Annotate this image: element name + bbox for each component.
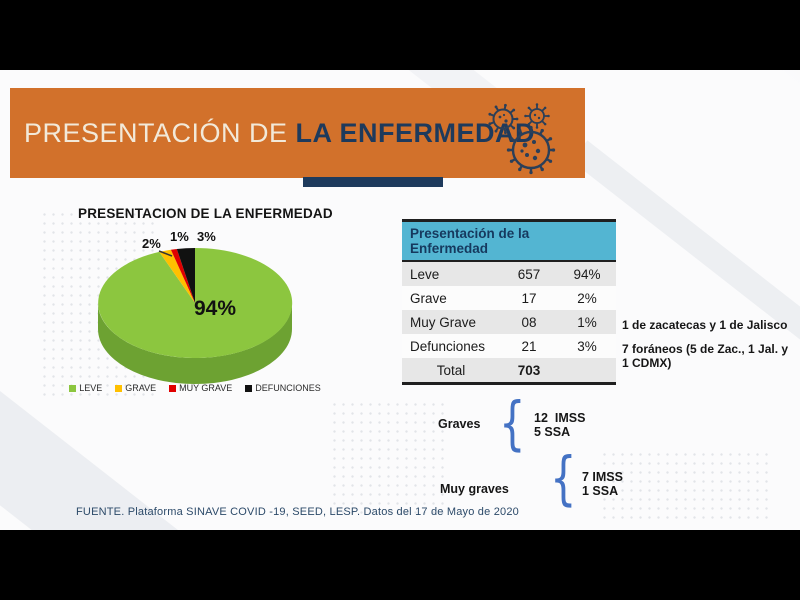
pie-chart xyxy=(85,222,305,390)
page-title-light: PRESENTACIÓN DE xyxy=(24,117,296,148)
legend-swatch-icon xyxy=(169,384,177,392)
title-underline-bar xyxy=(303,177,443,187)
title-banner: PRESENTACIÓN DE LA ENFERMEDAD xyxy=(10,88,585,178)
legend-item: DEFUNCIONES xyxy=(245,383,321,393)
table-body: Leve 657 94% Grave 17 2% Muy Grave 08 1% Defuncio… xyxy=(402,262,616,358)
total-value: 703 xyxy=(517,362,541,378)
legend-item: GRAVE xyxy=(115,383,156,393)
pie-chart-svg xyxy=(98,247,293,384)
table-cell: Leve xyxy=(410,266,440,282)
legend-item: LEVE xyxy=(69,383,102,393)
background-dot-pattern xyxy=(600,450,770,525)
background-dot-pattern xyxy=(330,400,450,520)
muy-graves-brace: { xyxy=(550,444,577,512)
table-row: Leve 657 94% xyxy=(402,262,616,286)
legend-swatch-icon xyxy=(245,384,253,392)
pie-legend: LEVE GRAVE MUY GRAVE DEFUNCIONES xyxy=(69,383,321,393)
table-cell: Grave xyxy=(410,290,447,306)
muy-graves-line-imss: 7 IMSS xyxy=(582,470,623,484)
table-cell: 17 xyxy=(521,290,537,306)
note-foraneos: 7 foráneos (5 de Zac., 1 Jal. y 1 CDMX) xyxy=(622,342,789,370)
table-total-row: Total 703 xyxy=(402,358,616,382)
table-cell: 08 xyxy=(521,314,537,330)
table-row: Grave 17 2% xyxy=(402,286,616,310)
legend-label: MUY GRAVE xyxy=(179,383,233,393)
graves-line-ssa: 5 SSA xyxy=(534,425,571,439)
table-cell: 21 xyxy=(521,338,537,354)
pie-label-grave: 2% xyxy=(142,236,161,251)
pie-label-leve: 94% xyxy=(194,297,237,320)
muy-graves-label: Muy graves xyxy=(440,482,509,496)
pie-chart-title: PRESENTACION DE LA ENFERMEDAD xyxy=(78,206,333,221)
legend-label: DEFUNCIONES xyxy=(255,383,321,393)
muy-graves-line-ssa: 1 SSA xyxy=(582,484,619,498)
table-row: Muy Grave 08 1% xyxy=(402,310,616,334)
table-cell: Muy Grave xyxy=(410,314,477,330)
table-cell: 3% xyxy=(577,338,597,354)
legend-label: LEVE xyxy=(79,383,103,393)
coronavirus-icon xyxy=(488,103,556,175)
table-cell: Defunciones xyxy=(410,338,486,354)
graves-brace: { xyxy=(499,389,526,457)
table-cell: 2% xyxy=(577,290,597,306)
legend-item: MUY GRAVE xyxy=(169,383,232,393)
data-table: Presentación de la Enfermedad Leve 657 94%… xyxy=(402,219,616,385)
slide-canvas: PRESENTACIÓN DE LA ENFERMEDAD PRESENTACI… xyxy=(0,70,800,530)
table-row: Defunciones 21 3% xyxy=(402,334,616,358)
table-cell: 1% xyxy=(577,314,597,330)
page-title: PRESENTACIÓN DE LA ENFERMEDAD xyxy=(24,118,535,149)
table-cell: 94% xyxy=(573,266,601,282)
table-cell: 657 xyxy=(517,266,541,282)
pie-label-defunciones: 3% xyxy=(197,229,216,244)
graves-line-imss: 12 IMSS xyxy=(534,411,586,425)
note-defunciones-origin: 1 de zacatecas y 1 de Jalisco xyxy=(622,318,788,332)
graves-label: Graves xyxy=(438,417,481,431)
table-header: Presentación de la Enfermedad xyxy=(402,222,616,262)
total-label: Total xyxy=(436,362,466,378)
legend-label: GRAVE xyxy=(125,383,157,393)
pie-label-muy-grave: 1% xyxy=(170,229,189,244)
graves-breakdown: 12 IMSS 5 SSA xyxy=(534,411,585,439)
legend-swatch-icon xyxy=(69,384,77,392)
muy-graves-breakdown: 7 IMSS 1 SSA xyxy=(582,470,623,498)
source-footer: FUENTE. Plataforma SINAVE COVID -19, SEE… xyxy=(76,506,519,518)
legend-swatch-icon xyxy=(115,384,123,392)
